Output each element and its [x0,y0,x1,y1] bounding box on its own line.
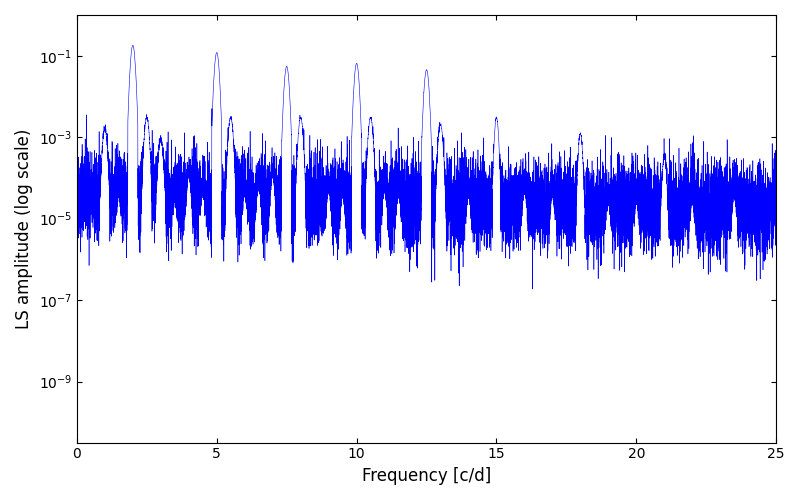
Y-axis label: LS amplitude (log scale): LS amplitude (log scale) [15,128,33,329]
X-axis label: Frequency [c/d]: Frequency [c/d] [362,467,491,485]
